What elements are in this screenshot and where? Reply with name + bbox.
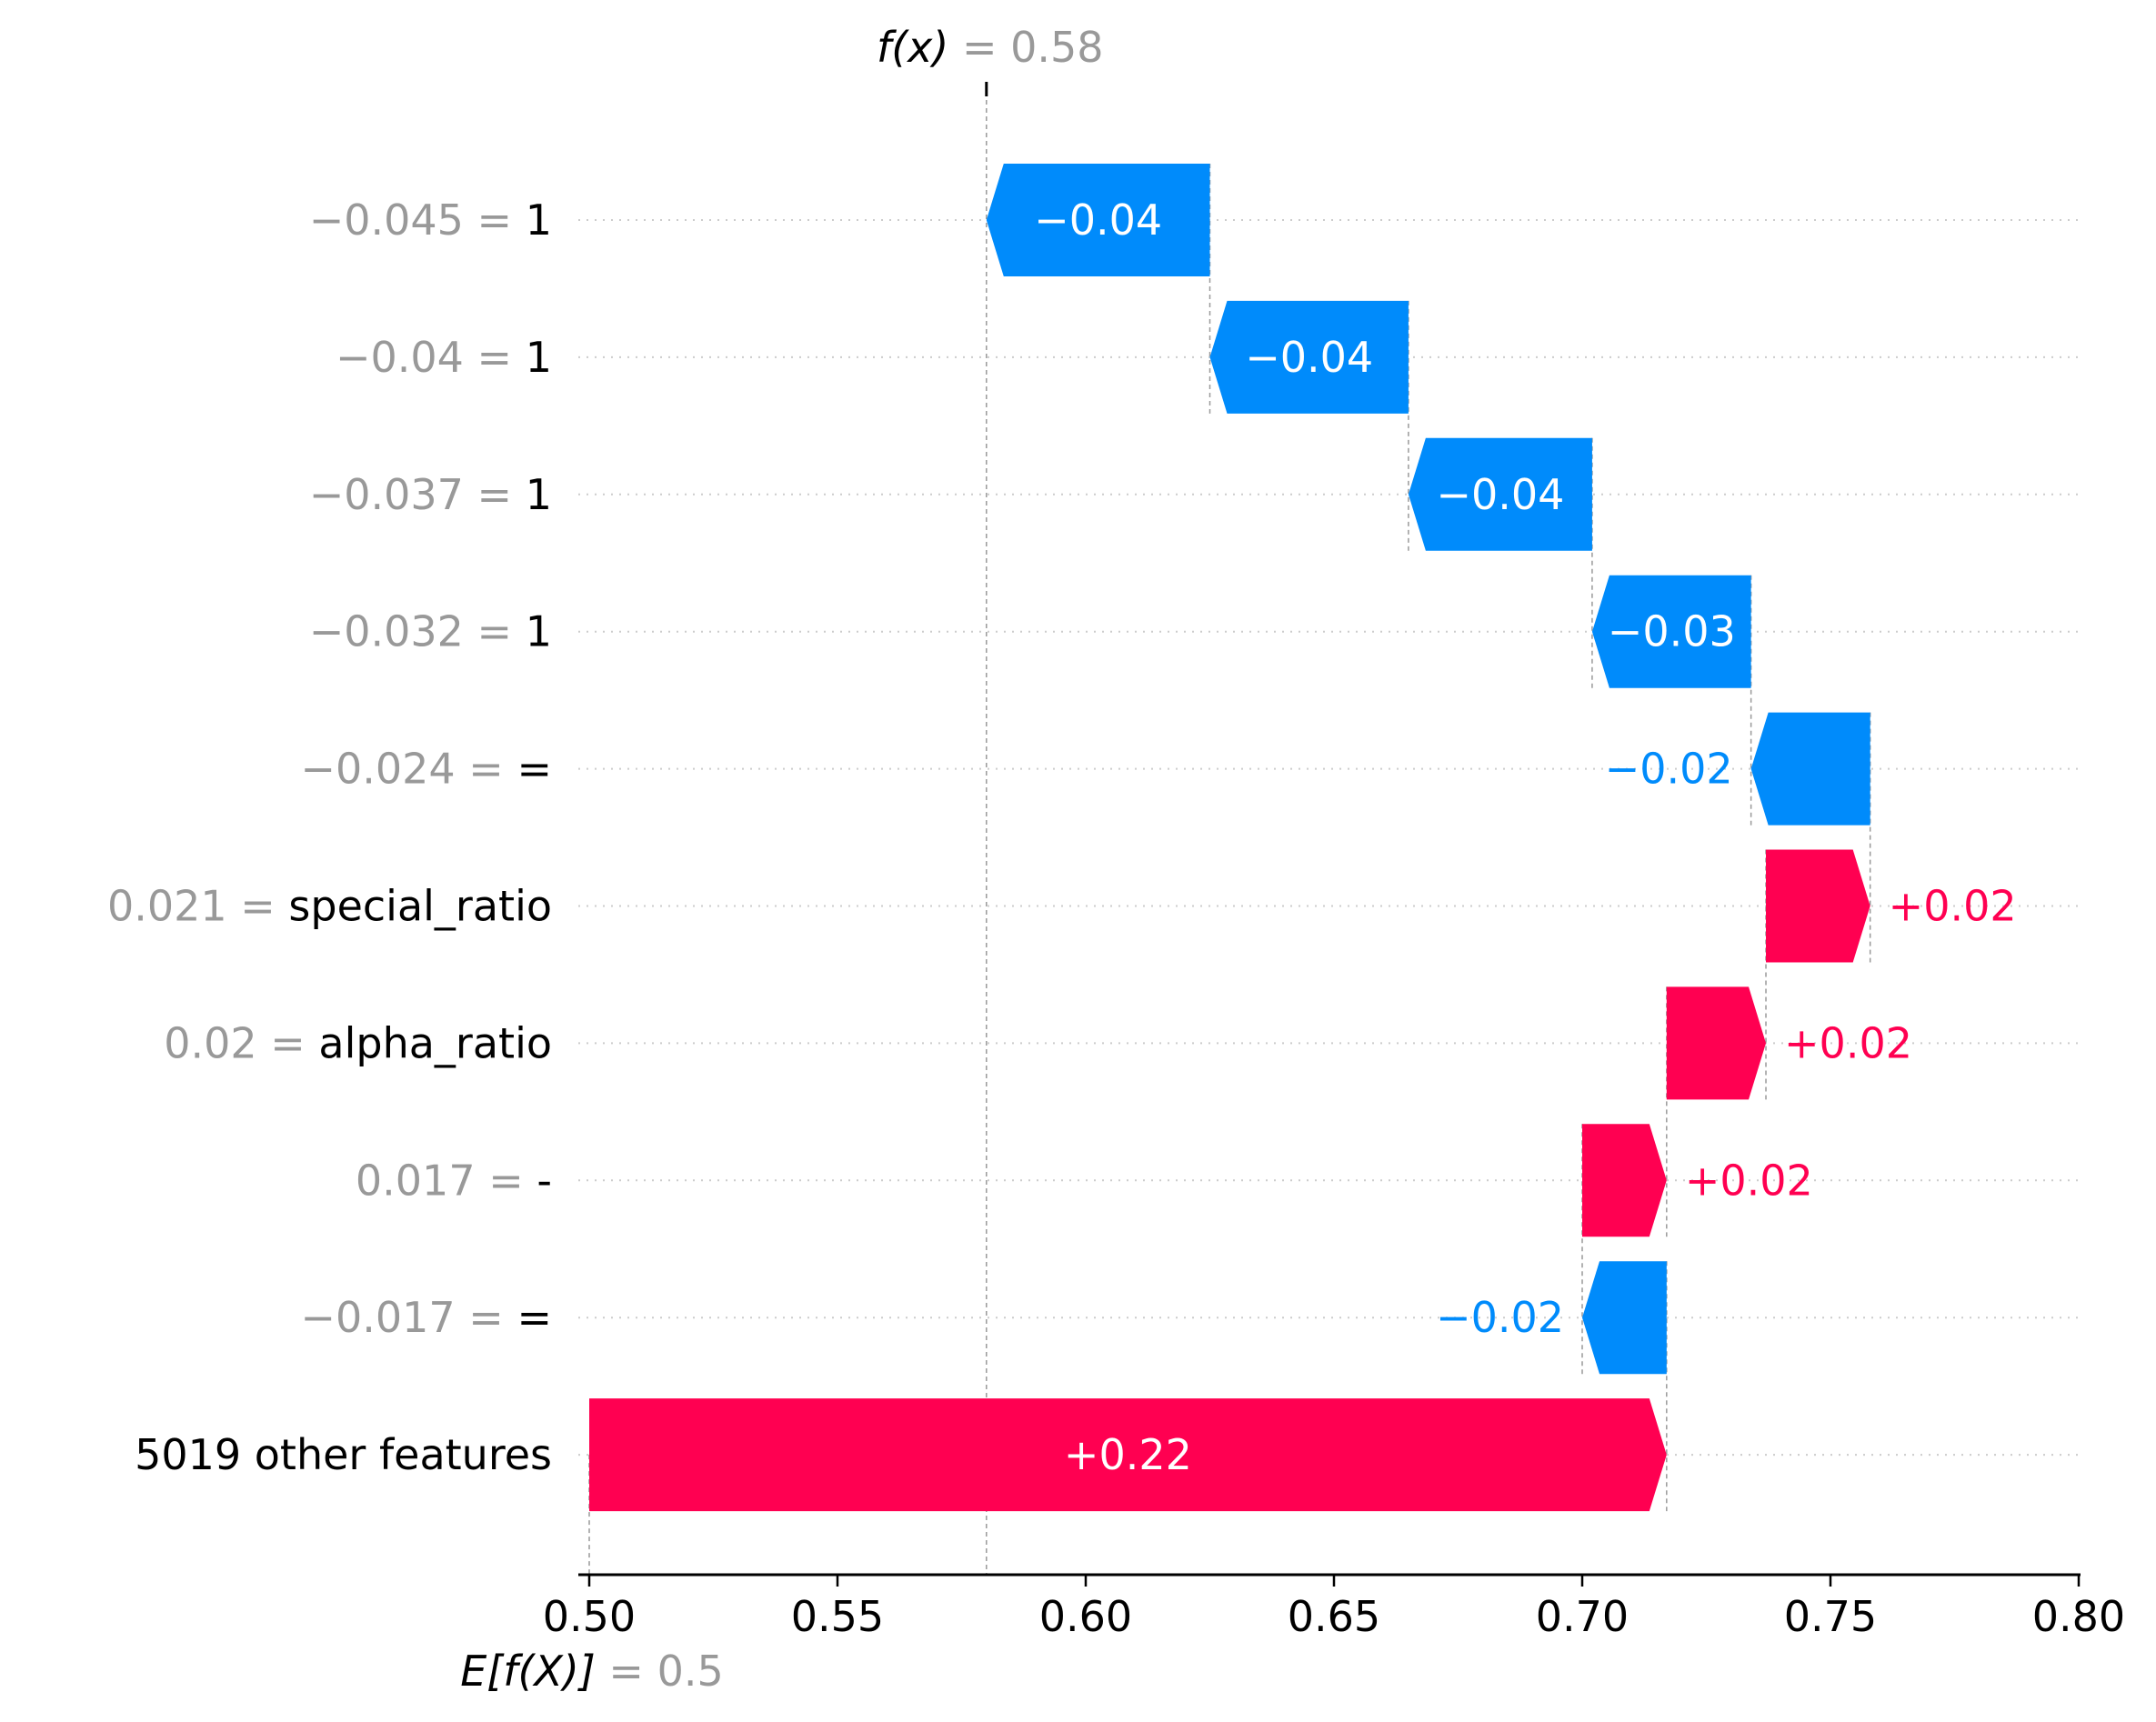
output-value-text: = 0.58	[962, 23, 1104, 72]
bar-value-label: −0.02	[1605, 745, 1733, 794]
bar-value-label: −0.04	[1245, 333, 1373, 382]
feature-name-text: -	[536, 1156, 552, 1205]
feature-row-label: −0.045 = 1	[309, 195, 552, 245]
feature-row-label: −0.024 = =	[300, 745, 552, 794]
feature-row-label: 0.02 = alpha_ratio	[164, 1018, 552, 1067]
feature-value-text: 0.02 =	[164, 1018, 318, 1067]
annotations: f(x) = 0.58 E[f(X)] = 0.5	[460, 23, 1103, 1696]
bar-value-label: +0.22	[1064, 1430, 1192, 1479]
feature-value-text: −0.045 =	[309, 195, 526, 245]
positive-bar	[1666, 986, 1767, 1100]
feature-value-text: −0.032 =	[309, 607, 526, 656]
bar-value-label: +0.02	[1889, 882, 2017, 931]
x-tick-label: 0.60	[1039, 1592, 1132, 1641]
output-symbol: f(x)	[877, 23, 962, 72]
feature-name-text: =	[516, 1293, 552, 1342]
positive-bar	[1766, 849, 1870, 963]
labels: −0.045 = 1−0.04 = 1−0.037 = 1−0.032 = 1−…	[107, 195, 552, 1479]
feature-row-label: 5019 other features	[135, 1430, 552, 1479]
feature-row-label: −0.037 = 1	[309, 470, 552, 519]
feature-name-text: 1	[526, 333, 552, 382]
negative-bar	[1591, 575, 1751, 688]
x-tick-label: 0.65	[1288, 1592, 1380, 1641]
bar-value-label: +0.02	[1784, 1018, 1912, 1067]
feature-name-text: 1	[526, 470, 552, 519]
positive-bar	[1582, 1124, 1667, 1237]
x-tick-label: 0.75	[1784, 1592, 1877, 1641]
bar-value-label: +0.02	[1685, 1156, 1813, 1205]
feature-row-label: −0.032 = 1	[309, 607, 552, 656]
x-axis: 0.50 0.55 0.60 0.65 0.70 0.75 0.80	[543, 1573, 2125, 1641]
output-value-annotation: f(x) = 0.58	[877, 23, 1104, 72]
feature-row-label: −0.04 = 1	[336, 333, 552, 382]
feature-name-text: 1	[526, 195, 552, 245]
feature-value-text: −0.04 =	[336, 333, 526, 382]
bar-value-label: −0.03	[1608, 607, 1736, 656]
negative-bar	[1408, 437, 1592, 551]
feature-value-text: −0.037 =	[309, 470, 526, 519]
x-tick-label: 0.70	[1536, 1592, 1629, 1641]
negative-bar	[1582, 1261, 1667, 1375]
feature-row-label: 0.017 = -	[356, 1156, 552, 1205]
positive-bar	[589, 1398, 1667, 1512]
expected-value-text: = 0.5	[608, 1647, 723, 1696]
feature-value-text: 0.017 =	[356, 1156, 536, 1205]
feature-value-text: −0.017 =	[300, 1293, 516, 1342]
feature-value-text: −0.024 =	[300, 745, 516, 794]
negative-bar	[1750, 712, 1870, 826]
bar-value-label: −0.04	[1034, 195, 1162, 245]
feature-value-text: 0.021 =	[107, 882, 288, 931]
feature-name-text: 1	[526, 607, 552, 656]
feature-name-text: alpha_ratio	[318, 1018, 552, 1067]
x-tick-label: 0.50	[543, 1592, 636, 1641]
bar-value-label: −0.02	[1436, 1293, 1564, 1342]
bar-value-label: −0.04	[1436, 470, 1564, 519]
feature-name-text: 5019 other features	[135, 1430, 552, 1479]
bars: −0.04 −0.04 −0.04 −0.03 −0.02 +0.02 +0.02 +0.02…	[589, 164, 2017, 1512]
negative-bar	[986, 164, 1210, 276]
x-tick-label: 0.55	[791, 1592, 884, 1641]
x-tick-label: 0.80	[2032, 1592, 2125, 1641]
negative-bar	[1209, 300, 1409, 414]
expected-symbol: E[f(X)]	[460, 1647, 608, 1696]
feature-row-label: 0.021 = special_ratio	[107, 882, 552, 931]
feature-row-label: −0.017 = =	[300, 1293, 552, 1342]
feature-name-text: =	[516, 745, 552, 794]
expected-value-annotation: E[f(X)] = 0.5	[460, 1647, 724, 1696]
feature-name-text: special_ratio	[288, 882, 552, 931]
